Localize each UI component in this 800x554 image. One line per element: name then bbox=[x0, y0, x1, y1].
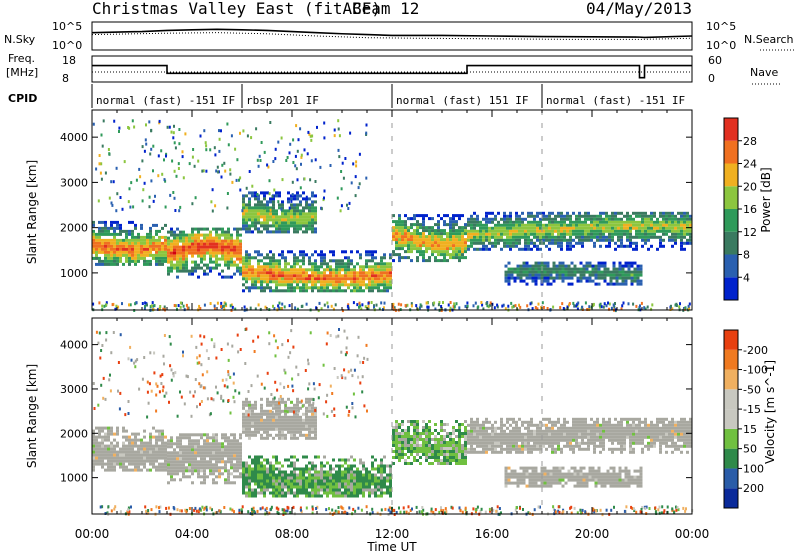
velocity-colorbar-tick--200: -200 bbox=[743, 344, 768, 357]
power-colorbar-tick-20: 20 bbox=[743, 180, 757, 193]
velocity-colorbar-tick-100: 100 bbox=[743, 462, 764, 475]
noise-left-tick-top: 10^5 bbox=[52, 20, 82, 33]
time-axis: 00:00 04:00 08:00 12:00 16:00 20:00 00:00 bbox=[75, 527, 710, 541]
velocity-colorbar-tick-200: 200 bbox=[743, 482, 764, 495]
velocity-ytick-1000: 1000 bbox=[60, 472, 88, 485]
velocity-ytick-3000: 3000 bbox=[60, 383, 88, 396]
nave-right-tick-top: 60 bbox=[708, 54, 722, 67]
scatter-afternoon-band bbox=[467, 417, 692, 454]
velocity-unit-label: Velocity [m s^-1] bbox=[763, 360, 777, 464]
cpid-segment-1: normal (fast) -151 IF bbox=[96, 94, 235, 107]
noise-right-label: N.Search bbox=[744, 33, 794, 46]
power-ytick-3000: 3000 bbox=[60, 176, 88, 189]
xtick-2: 08:00 bbox=[275, 527, 310, 541]
velocity-colorbar-tick-50: 50 bbox=[743, 443, 757, 456]
date-label: 04/May/2013 bbox=[586, 0, 692, 18]
scatter-rbsp-lower-band bbox=[242, 455, 392, 498]
noise-series-sky bbox=[91, 28, 693, 39]
nave-right-label: Nave bbox=[750, 66, 778, 79]
power-ytick-4000: 4000 bbox=[60, 131, 88, 144]
cpid-panel: CPID normal (fast) -151 IF rbsp 201 IF nor… bbox=[8, 84, 685, 108]
power-panel: 1000 2000 3000 4000 Slant Range [km] 4 8 12 16… bbox=[25, 109, 773, 313]
cpid-segment-4: normal (fast) -151 IF bbox=[546, 94, 685, 107]
noise-panel: N.Sky 10^5 10^0 10^5 10^0 N.Search bbox=[4, 20, 796, 52]
beam-label: Beam 12 bbox=[352, 0, 419, 18]
power-colorbar-tick-24: 24 bbox=[743, 158, 757, 171]
xtick-6: 00:00 bbox=[675, 527, 710, 541]
power-colorbar-tick-16: 16 bbox=[743, 203, 757, 216]
freq-left-tick-top: 18 bbox=[62, 54, 76, 67]
xtick-4: 16:00 bbox=[475, 527, 510, 541]
scatter-midday-band bbox=[392, 420, 467, 465]
freq-left-unit: [MHz] bbox=[6, 66, 38, 79]
velocity-colorbar-label: Velocity [m s^-1] bbox=[763, 360, 777, 464]
sparse-scatter bbox=[92, 119, 691, 313]
noise-right-tick-bottom: 10^0 bbox=[706, 39, 736, 52]
xtick-5: 20:00 bbox=[575, 527, 610, 541]
station-title: Christmas Valley East (fitACF) bbox=[92, 0, 381, 18]
velocity-ytick-4000: 4000 bbox=[60, 339, 88, 352]
scatter-afternoon-lower-band bbox=[504, 261, 643, 286]
power-ylabel: Slant Range [km] bbox=[25, 160, 39, 264]
power-colorbar-tick-4: 4 bbox=[743, 271, 750, 284]
power-colorbar-tick-8: 8 bbox=[743, 249, 750, 262]
scatter-afternoon-band bbox=[467, 211, 692, 251]
scatter-ionospheric-band-dawn bbox=[92, 220, 167, 266]
power-colorbar-tick-28: 28 bbox=[743, 135, 757, 148]
power-colorbar-label: Power [dB] bbox=[759, 167, 773, 232]
xtick-0: 00:00 bbox=[75, 527, 110, 541]
xtick-3: 12:00 bbox=[375, 527, 410, 541]
velocity-colorbar-tick--50: -50 bbox=[743, 383, 761, 396]
cpid-segment-3: normal (fast) 151 IF bbox=[396, 94, 528, 107]
scatter-rbsp-lower-band bbox=[242, 250, 392, 293]
velocity-ytick-2000: 2000 bbox=[60, 427, 88, 440]
noise-right-tick-top: 10^5 bbox=[706, 20, 736, 33]
power-ytick-2000: 2000 bbox=[60, 222, 88, 235]
freq-left-label: Freq. bbox=[8, 52, 35, 65]
power-ytick-1000: 1000 bbox=[60, 267, 88, 280]
freq-left-tick-bottom: 8 bbox=[62, 72, 69, 85]
scatter-rbsp-upper-band bbox=[242, 191, 317, 234]
scatter-afternoon-lower-band bbox=[504, 466, 643, 488]
scatter-midday-band bbox=[392, 214, 467, 263]
velocity-panel: 1000 2000 3000 4000 Slant Range [km] 200 100… bbox=[25, 317, 777, 517]
cpid-segment-2: rbsp 201 IF bbox=[246, 94, 319, 107]
velocity-colorbar-tick--100: -100 bbox=[743, 364, 768, 377]
xaxis-label: Time UT bbox=[366, 540, 417, 554]
scatter-ionospheric-band-morning bbox=[167, 227, 242, 279]
nave-right-tick-bottom: 0 bbox=[708, 72, 715, 85]
noise-series-search bbox=[91, 32, 693, 40]
xtick-1: 04:00 bbox=[175, 527, 210, 541]
scatter-ionospheric-band-dawn bbox=[92, 426, 167, 472]
noise-left-label: N.Sky bbox=[4, 33, 36, 46]
velocity-colorbar-tick-15: 15 bbox=[743, 423, 757, 436]
noise-left-tick-bottom: 10^0 bbox=[52, 39, 82, 52]
power-colorbar-tick-12: 12 bbox=[743, 226, 757, 239]
velocity-colorbar-tick--15: -15 bbox=[743, 403, 761, 416]
frequency-panel: Freq. [MHz] 18 8 60 0 Nave bbox=[6, 52, 780, 85]
cpid-label: CPID bbox=[8, 92, 37, 105]
velocity-ylabel: Slant Range [km] bbox=[25, 364, 39, 468]
scatter-ionospheric-band-morning bbox=[167, 433, 242, 485]
